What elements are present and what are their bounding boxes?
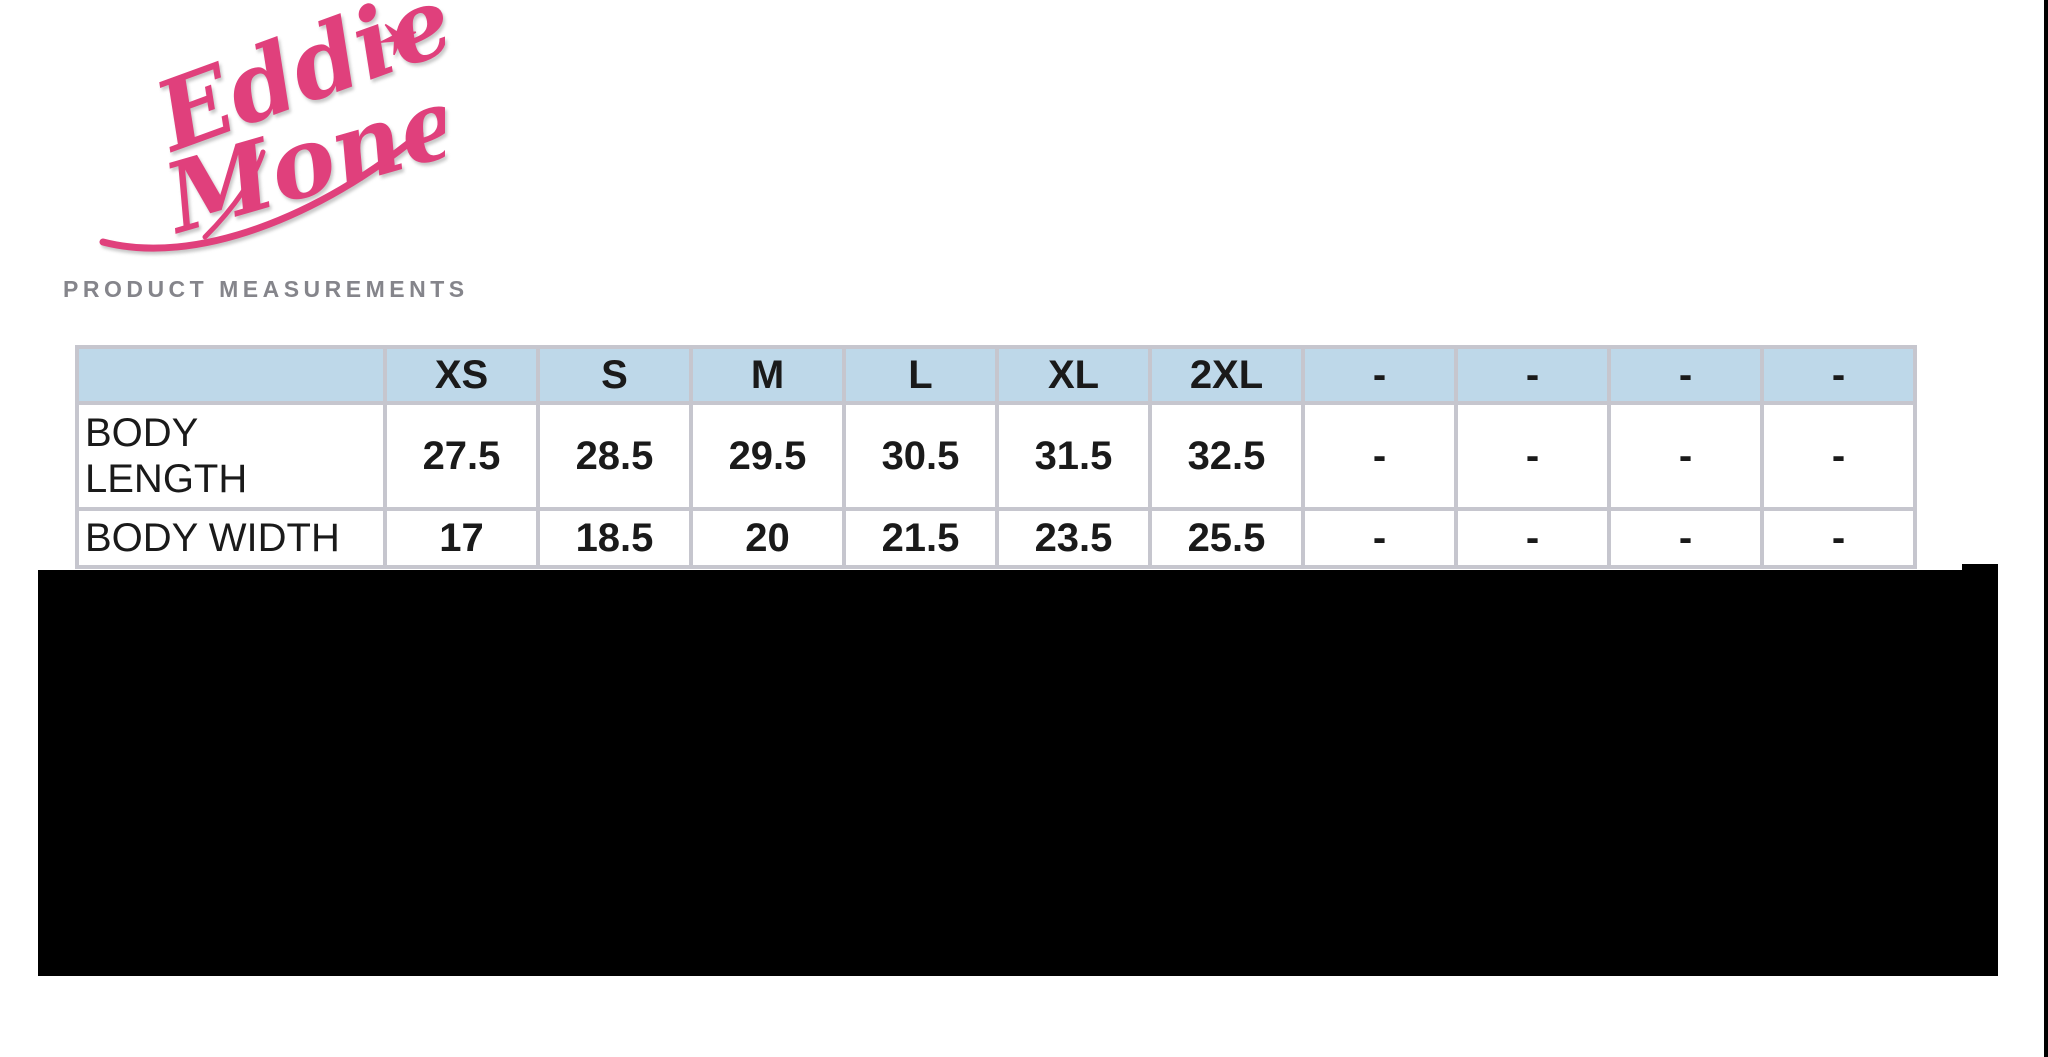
size-column-header: -	[1607, 345, 1764, 405]
measurement-cell: 30.5	[842, 401, 999, 511]
redacted-area-notch	[1962, 564, 1998, 572]
signature-tail	[202, 149, 266, 240]
measurement-cell: -	[1760, 401, 1917, 511]
measurement-cell: 27.5	[383, 401, 540, 511]
eddie-money-logo: Eddie Money ✶	[85, 0, 534, 257]
measurement-cell: 20	[689, 507, 846, 569]
row-label: BODY LENGTH	[75, 401, 387, 511]
product-measurements-heading: PRODUCT MEASUREMENTS	[63, 276, 469, 302]
size-chart-header-row: XS S M L XL 2XL - - - -	[75, 345, 1917, 405]
measurement-cell: -	[1454, 401, 1611, 511]
size-chart-body: BODY LENGTH 27.5 28.5 29.5 30.5 31.5 32.5- - - - BO…	[75, 401, 1917, 569]
measurement-cell: 29.5	[689, 401, 846, 511]
row-label-line: BODY	[85, 411, 199, 455]
size-column-header: XL	[995, 345, 1152, 405]
size-column-header: S	[536, 345, 693, 405]
signature-swash	[99, 130, 424, 252]
size-column-header: M	[689, 345, 846, 405]
size-column-header: -	[1454, 345, 1611, 405]
size-column-header: -	[1760, 345, 1917, 405]
measurement-cell: 23.5	[995, 507, 1152, 569]
measurement-cell: 28.5	[536, 401, 693, 511]
measurement-cell: -	[1760, 507, 1917, 569]
measurement-cell: -	[1607, 507, 1764, 569]
page-edge-line	[2044, 0, 2048, 1057]
measurement-cell: -	[1301, 401, 1458, 511]
size-column-header: XS	[383, 345, 540, 405]
size-column-header: -	[1301, 345, 1458, 405]
measurement-cell: -	[1301, 507, 1458, 569]
size-chart-table: XS S M L XL 2XL - - - - BODY LENGTH 27.5 28.5 29.5 30.…	[75, 345, 1917, 569]
size-column-header: L	[842, 345, 999, 405]
size-chart-header: XS S M L XL 2XL - - - -	[75, 345, 1917, 405]
measurement-cell: -	[1607, 401, 1764, 511]
table-row: BODY WIDTH 17 18.5 20 21.5 23.5 25.5- - - -	[75, 507, 1917, 569]
measurement-cell: 31.5	[995, 401, 1152, 511]
measurement-cell: 18.5	[536, 507, 693, 569]
measurement-cell: 17	[383, 507, 540, 569]
redacted-area	[38, 570, 1998, 976]
measurement-cell: -	[1454, 507, 1611, 569]
corner-header-cell	[75, 345, 387, 405]
row-label-line: LENGTH	[85, 457, 248, 501]
table-row: BODY LENGTH 27.5 28.5 29.5 30.5 31.5 32.5- - - -	[75, 401, 1917, 511]
measurement-cell: 32.5	[1148, 401, 1305, 511]
size-column-header: 2XL	[1148, 345, 1305, 405]
measurement-cell: 21.5	[842, 507, 999, 569]
row-label: BODY WIDTH	[75, 507, 387, 569]
row-label-line: BODY WIDTH	[85, 516, 340, 560]
measurement-cell: 25.5	[1148, 507, 1305, 569]
